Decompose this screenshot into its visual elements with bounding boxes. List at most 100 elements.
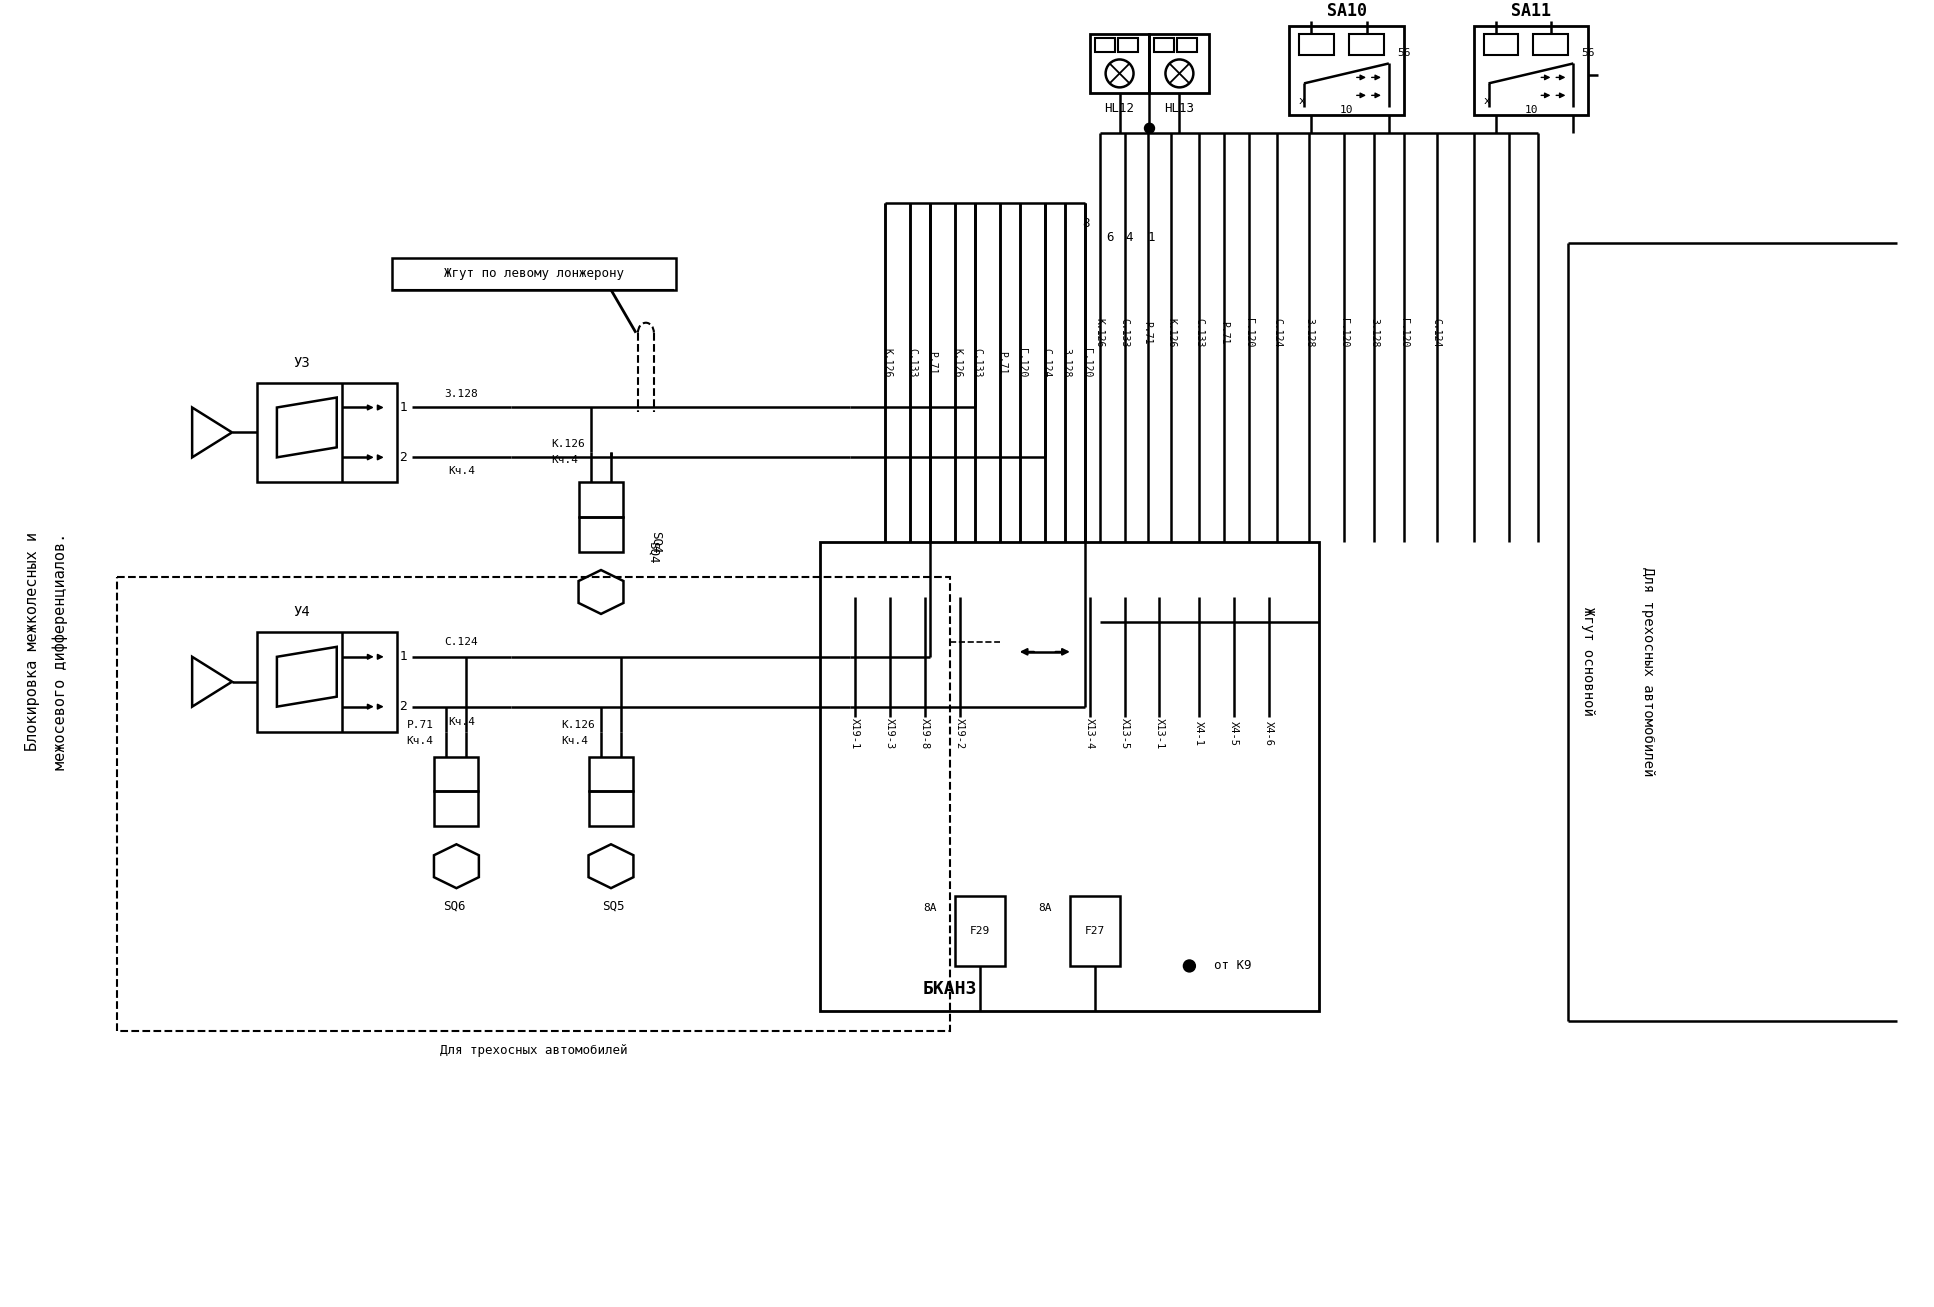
Text: 2: 2 (400, 701, 408, 714)
Circle shape (1145, 123, 1155, 133)
Text: Г.120: Г.120 (1244, 318, 1255, 348)
Bar (1155, 38, 1174, 52)
Text: X13-1: X13-1 (1155, 718, 1164, 749)
Text: Р.71: Р.71 (1143, 322, 1153, 345)
Bar (1290, 26, 1404, 115)
Text: Для трехосных автомобилей: Для трехосных автомобилей (439, 1044, 627, 1057)
Text: С.124: С.124 (1431, 318, 1441, 348)
Bar (1095, 38, 1114, 52)
Text: Р.71: Р.71 (406, 720, 433, 729)
Text: С.133: С.133 (1195, 318, 1205, 348)
Text: X19-3: X19-3 (886, 718, 895, 749)
Bar (391, 257, 675, 290)
Text: К.126: К.126 (561, 720, 596, 729)
Bar (435, 757, 478, 792)
Bar (1348, 34, 1385, 55)
Text: SQ6: SQ6 (443, 899, 466, 912)
Text: К.126: К.126 (952, 348, 961, 378)
Text: X4-5: X4-5 (1230, 721, 1240, 746)
Text: Кч.4: Кч.4 (406, 736, 433, 745)
Text: X4-1: X4-1 (1195, 721, 1205, 746)
Text: 56: 56 (1582, 48, 1596, 59)
Circle shape (1184, 959, 1195, 972)
Text: У3: У3 (294, 356, 309, 370)
Bar (1149, 34, 1209, 93)
Bar (590, 792, 632, 826)
Text: 3.128: 3.128 (1062, 348, 1071, 378)
Text: X19-8: X19-8 (921, 718, 930, 749)
Text: С.133: С.133 (907, 348, 917, 378)
Text: X19-1: X19-1 (851, 718, 861, 749)
Text: С.124: С.124 (1273, 318, 1282, 348)
Text: Г.120: Г.120 (1398, 318, 1408, 348)
Text: Р.71: Р.71 (1218, 322, 1230, 345)
Text: Жгут основной: Жгут основной (1582, 608, 1596, 716)
Bar (1089, 34, 1149, 93)
Text: Г.120: Г.120 (1338, 318, 1348, 348)
Text: 1: 1 (1147, 231, 1155, 244)
Text: К.126: К.126 (1166, 318, 1176, 348)
Bar (1483, 34, 1518, 55)
Text: межосевого дифференциалов.: межосевого дифференциалов. (52, 533, 68, 770)
Text: 10: 10 (1524, 106, 1538, 115)
Text: 8A: 8A (1039, 903, 1052, 914)
Text: Жгут по левому лонжерону: Жгут по левому лонжерону (443, 268, 623, 281)
Bar (1070, 897, 1120, 966)
Text: Р.71: Р.71 (996, 350, 1008, 374)
Text: 3.128: 3.128 (1369, 318, 1379, 348)
Text: SA10: SA10 (1327, 1, 1367, 20)
Bar (1474, 26, 1588, 115)
Text: 8A: 8A (923, 903, 936, 914)
Bar (955, 897, 1006, 966)
Text: Кч.4: Кч.4 (449, 716, 476, 727)
Text: С.133: С.133 (1120, 318, 1129, 348)
Bar (435, 792, 478, 826)
Text: x: x (1483, 97, 1491, 106)
Text: 3.128: 3.128 (1304, 318, 1313, 348)
Bar (1300, 34, 1334, 55)
Text: С.124: С.124 (445, 637, 478, 647)
Text: Блокировка межколесных и: Блокировка межколесных и (25, 532, 41, 752)
Bar (1118, 38, 1137, 52)
Text: X13-4: X13-4 (1085, 718, 1095, 749)
Text: SQ4: SQ4 (650, 531, 661, 553)
Text: F27: F27 (1085, 927, 1104, 936)
Text: 1: 1 (400, 401, 408, 414)
Text: С.133: С.133 (973, 348, 982, 378)
Bar (257, 631, 396, 732)
Text: от К9: от К9 (1215, 959, 1251, 972)
Text: К.126: К.126 (551, 439, 584, 450)
Text: SQ5: SQ5 (601, 899, 625, 912)
Text: К.126: К.126 (882, 348, 892, 378)
Text: БКАН3: БКАН3 (923, 980, 977, 997)
Text: Кч.4: Кч.4 (551, 455, 578, 465)
Text: Для трехосных автомобилей: Для трехосных автомобилей (1642, 567, 1656, 776)
Text: Р.71: Р.71 (926, 350, 938, 374)
Text: HL12: HL12 (1104, 102, 1135, 115)
Text: SA11: SA11 (1512, 1, 1551, 20)
Text: X13-5: X13-5 (1120, 718, 1129, 749)
Text: Кч.4: Кч.4 (561, 736, 588, 745)
Text: HL13: HL13 (1164, 102, 1195, 115)
Bar (590, 757, 632, 792)
Text: x: x (1300, 97, 1305, 106)
Text: Г.120: Г.120 (1081, 348, 1091, 378)
Text: Г.120: Г.120 (1017, 348, 1027, 378)
Text: К.126: К.126 (1095, 318, 1104, 348)
Text: С.124: С.124 (1042, 348, 1052, 378)
Bar (1178, 38, 1197, 52)
Bar (257, 383, 396, 482)
Text: 56: 56 (1396, 48, 1410, 59)
Text: Кч.4: Кч.4 (449, 467, 476, 476)
Text: 3.128: 3.128 (445, 388, 478, 399)
Bar (118, 576, 950, 1031)
Text: 8: 8 (1083, 217, 1089, 230)
Text: X4-6: X4-6 (1265, 721, 1275, 746)
Text: 10: 10 (1340, 106, 1354, 115)
Text: X19-2: X19-2 (955, 718, 965, 749)
Bar (578, 482, 623, 518)
Text: У4: У4 (294, 605, 309, 620)
Text: 2: 2 (400, 451, 408, 464)
Bar (578, 518, 623, 552)
Text: SQ4: SQ4 (646, 541, 659, 563)
